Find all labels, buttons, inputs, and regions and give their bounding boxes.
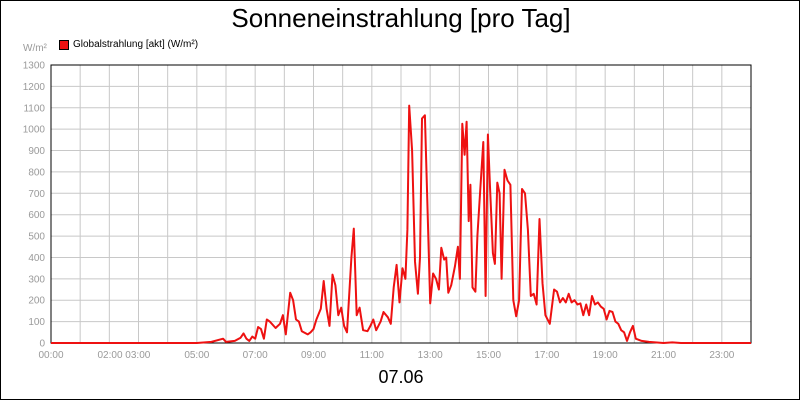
- x-tick-label: 09:00: [301, 350, 326, 361]
- series-line: [51, 104, 751, 344]
- legend: Globalstrahlung [akt] (W/m²): [59, 39, 198, 50]
- y-tick-label: 700: [28, 189, 45, 200]
- x-tick-label: 23:00: [709, 350, 734, 361]
- y-tick-label: 300: [28, 274, 45, 285]
- x-tick-label: 17:00: [534, 350, 559, 361]
- y-tick-label: 0: [39, 339, 45, 350]
- x-tick-label: 15:00: [476, 350, 501, 361]
- y-tick-label: 1000: [23, 125, 46, 136]
- y-tick-label: 600: [28, 210, 45, 221]
- plot-border: [50, 64, 752, 344]
- y-tick-label: 1200: [23, 82, 46, 93]
- x-tick-label: 11:00: [360, 350, 385, 361]
- x-tick-label: 19:00: [593, 350, 618, 361]
- y-tick-label: 200: [28, 296, 45, 307]
- legend-swatch: [59, 39, 69, 50]
- y-tick-label: 100: [28, 317, 45, 328]
- y-tick-label: 800: [28, 167, 45, 178]
- y-tick-label: 1300: [23, 61, 46, 72]
- chart-title: Sonneneinstrahlung [pro Tag]: [231, 3, 571, 33]
- y-tick-label: 400: [28, 253, 45, 264]
- x-tick-label: 07:00: [243, 350, 268, 361]
- y-tick-label: 900: [28, 146, 45, 157]
- x-tick-label: 21:00: [651, 350, 676, 361]
- x-tick-label: 02:00 03:00: [98, 350, 151, 361]
- y-tick-label: 500: [28, 232, 45, 243]
- x-tick-label: 13:00: [418, 350, 443, 361]
- y-axis-unit-label: W/m²: [23, 43, 47, 54]
- x-axis-date-label: 07.06: [378, 367, 424, 387]
- y-tick-label: 1100: [23, 103, 45, 114]
- x-tick-label: 05:00: [184, 350, 209, 361]
- x-tick-label: 00:00: [38, 350, 63, 361]
- legend-label: Globalstrahlung [akt] (W/m²): [73, 39, 199, 50]
